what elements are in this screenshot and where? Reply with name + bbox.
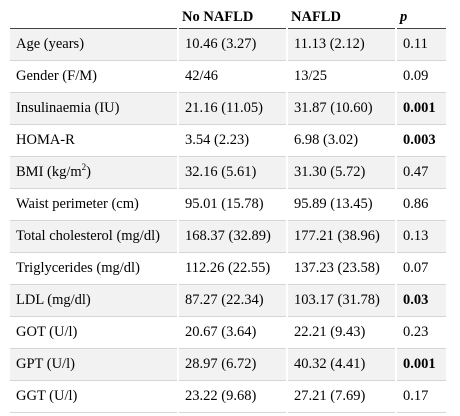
row-label: GOT (U/l)	[10, 316, 178, 349]
table-row: GPT (U/l) 28.97 (6.72) 40.32 (4.41) 0.001	[10, 348, 446, 381]
row-label-text: Triglycerides (mg/dl)	[16, 260, 140, 276]
cell-p-value: 0.001	[395, 92, 446, 125]
row-label-text: GPT (U/l)	[16, 356, 75, 372]
cell-no-nafld: 10.46 (3.27)	[177, 28, 287, 61]
row-label: HOMA-R	[10, 124, 178, 157]
row-label: Gender (F/M)	[10, 60, 178, 93]
cell-nafld: 6.98 (3.02)	[286, 124, 396, 157]
table-row: Age (years) 10.46 (3.27) 11.13 (2.12) 0.11	[10, 28, 446, 61]
cell-p-value: 0.001	[395, 348, 446, 381]
cell-nafld: 22.21 (9.43)	[286, 316, 396, 349]
row-label-text: BMI (kg/m	[16, 164, 82, 180]
table-row: Total cholesterol (mg/dl) 168.37 (32.89) 1…	[10, 220, 446, 253]
cell-no-nafld: 42/46	[177, 60, 287, 93]
row-label-text: GOT (U/l)	[16, 324, 78, 340]
cell-no-nafld: 21.16 (11.05)	[177, 92, 287, 125]
cell-no-nafld: 3.54 (2.23)	[177, 124, 287, 157]
cell-nafld: 31.30 (5.72)	[286, 156, 396, 189]
cell-p-value: 0.003	[395, 124, 446, 157]
comparison-table-container: No NAFLD NAFLD p Age (years) 10.46 (3.27)…	[10, 6, 446, 413]
row-label-text: Insulinaemia (IU)	[16, 100, 120, 116]
table-row: LDL (mg/dl) 87.27 (22.34) 103.17 (31.78) 0.…	[10, 284, 446, 317]
row-label: Insulinaemia (IU)	[10, 92, 178, 125]
cell-no-nafld: 95.01 (15.78)	[177, 188, 287, 221]
cell-p-value: 0.07	[395, 252, 446, 285]
row-label-text: Total cholesterol (mg/dl)	[16, 228, 160, 244]
row-label-text: Gender (F/M)	[16, 68, 97, 84]
table-body: Age (years) 10.46 (3.27) 11.13 (2.12) 0.11 G…	[10, 28, 446, 413]
cell-no-nafld: 23.22 (9.68)	[177, 380, 287, 413]
cell-no-nafld: 168.37 (32.89)	[177, 220, 287, 253]
row-label: Total cholesterol (mg/dl)	[10, 220, 178, 253]
table-row: GGT (U/l) 23.22 (9.68) 27.21 (7.69) 0.17	[10, 380, 446, 413]
row-label: BMI (kg/m2)	[10, 156, 178, 189]
header-row: No NAFLD NAFLD p	[10, 6, 446, 29]
row-label: GPT (U/l)	[10, 348, 178, 381]
cell-p-value: 0.11	[395, 28, 446, 61]
cell-nafld: 137.23 (23.58)	[286, 252, 396, 285]
row-label: Age (years)	[10, 28, 178, 61]
cell-p-value: 0.03	[395, 284, 446, 317]
table-row: GOT (U/l) 20.67 (3.64) 22.21 (9.43) 0.23	[10, 316, 446, 349]
cell-p-value: 0.13	[395, 220, 446, 253]
row-label: Triglycerides (mg/dl)	[10, 252, 178, 285]
row-label-tail: )	[86, 164, 91, 180]
cell-no-nafld: 28.97 (6.72)	[177, 348, 287, 381]
row-label: GGT (U/l)	[10, 380, 178, 413]
cell-no-nafld: 32.16 (5.61)	[177, 156, 287, 189]
header-variable	[10, 6, 178, 29]
cell-nafld: 27.21 (7.69)	[286, 380, 396, 413]
table-row: Waist perimeter (cm) 95.01 (15.78) 95.89 (…	[10, 188, 446, 221]
row-label-text: LDL (mg/dl)	[16, 292, 91, 308]
cell-nafld: 11.13 (2.12)	[286, 28, 396, 61]
cell-nafld: 13/25	[286, 60, 396, 93]
row-label-text: Waist perimeter (cm)	[16, 196, 139, 212]
table-row: BMI (kg/m2) 32.16 (5.61) 31.30 (5.72) 0.47	[10, 156, 446, 189]
header-p-value: p	[396, 6, 446, 29]
header-nafld: NAFLD	[287, 6, 396, 29]
cell-p-value: 0.17	[395, 380, 446, 413]
cell-p-value: 0.23	[395, 316, 446, 349]
nafld-comparison-table: No NAFLD NAFLD p Age (years) 10.46 (3.27)…	[10, 6, 446, 413]
cell-nafld: 31.87 (10.60)	[286, 92, 396, 125]
cell-nafld: 95.89 (13.45)	[286, 188, 396, 221]
table-header: No NAFLD NAFLD p	[10, 6, 446, 29]
cell-no-nafld: 20.67 (3.64)	[177, 316, 287, 349]
cell-no-nafld: 87.27 (22.34)	[177, 284, 287, 317]
row-label-text: Age (years)	[16, 36, 85, 52]
cell-no-nafld: 112.26 (22.55)	[177, 252, 287, 285]
table-row: Insulinaemia (IU) 21.16 (11.05) 31.87 (10.…	[10, 92, 446, 125]
row-label-text: GGT (U/l)	[16, 388, 78, 404]
row-label: Waist perimeter (cm)	[10, 188, 178, 221]
cell-nafld: 40.32 (4.41)	[286, 348, 396, 381]
cell-nafld: 177.21 (38.96)	[286, 220, 396, 253]
table-row: Triglycerides (mg/dl) 112.26 (22.55) 137.2…	[10, 252, 446, 285]
row-label-superscript: 2	[81, 162, 87, 173]
cell-p-value: 0.86	[395, 188, 446, 221]
cell-p-value: 0.47	[395, 156, 446, 189]
row-label-text: HOMA-R	[16, 132, 75, 148]
table-row: Gender (F/M) 42/46 13/25 0.09	[10, 60, 446, 93]
cell-nafld: 103.17 (31.78)	[286, 284, 396, 317]
table-row: HOMA-R 3.54 (2.23) 6.98 (3.02) 0.003	[10, 124, 446, 157]
row-label: LDL (mg/dl)	[10, 284, 178, 317]
header-no-nafld: No NAFLD	[178, 6, 287, 29]
cell-p-value: 0.09	[395, 60, 446, 93]
